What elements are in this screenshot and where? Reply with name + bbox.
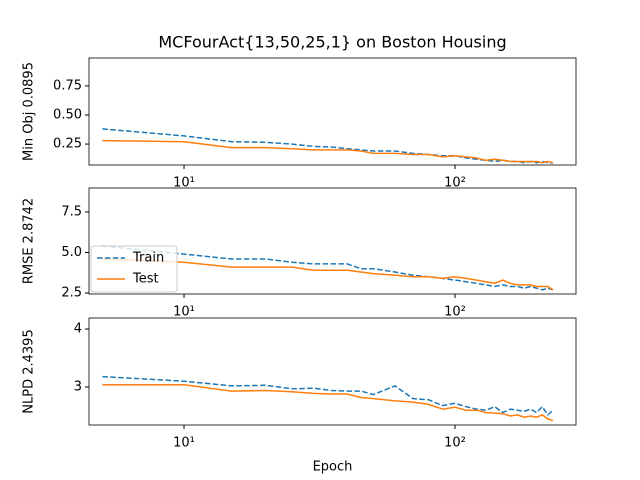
line-series <box>102 245 554 291</box>
x-tick-label: 10² <box>444 305 466 320</box>
y-axis-label: NLPD 2.4395 <box>22 329 37 413</box>
line-series <box>102 258 554 291</box>
y-axis-label: Min Obj 0.0895 <box>22 62 37 161</box>
y-tick-label: 2.5 <box>61 286 82 301</box>
legend-label: Train <box>132 251 164 266</box>
x-axis-label: Epoch <box>313 460 353 475</box>
y-tick-label: 0.50 <box>53 107 82 122</box>
y-tick-label: 7.5 <box>61 204 82 219</box>
x-tick-label: 10¹ <box>173 176 195 191</box>
y-tick-label: 0.75 <box>53 78 82 93</box>
axes-frame <box>88 317 577 426</box>
x-tick-label: 10² <box>444 436 466 451</box>
line-series <box>102 128 553 164</box>
legend-box <box>90 245 178 293</box>
y-axis-label: RMSE 2.8742 <box>22 198 37 284</box>
axes-frame <box>88 57 577 166</box>
line-series <box>102 139 554 164</box>
line-series <box>102 375 554 417</box>
line-series <box>102 383 554 422</box>
y-tick-label: 4 <box>74 322 82 337</box>
x-tick-label: 10¹ <box>173 305 195 320</box>
axes-frame <box>88 187 577 295</box>
y-tick-label: 3 <box>74 380 82 395</box>
chart-title: MCFourAct{13,50,25,1} on Boston Housing <box>158 33 506 52</box>
y-tick-label: 0.25 <box>53 137 82 152</box>
x-tick-label: 10² <box>444 176 466 191</box>
y-tick-label: 5.0 <box>61 245 82 260</box>
x-tick-label: 10¹ <box>173 436 195 451</box>
legend-label: Test <box>132 272 159 287</box>
